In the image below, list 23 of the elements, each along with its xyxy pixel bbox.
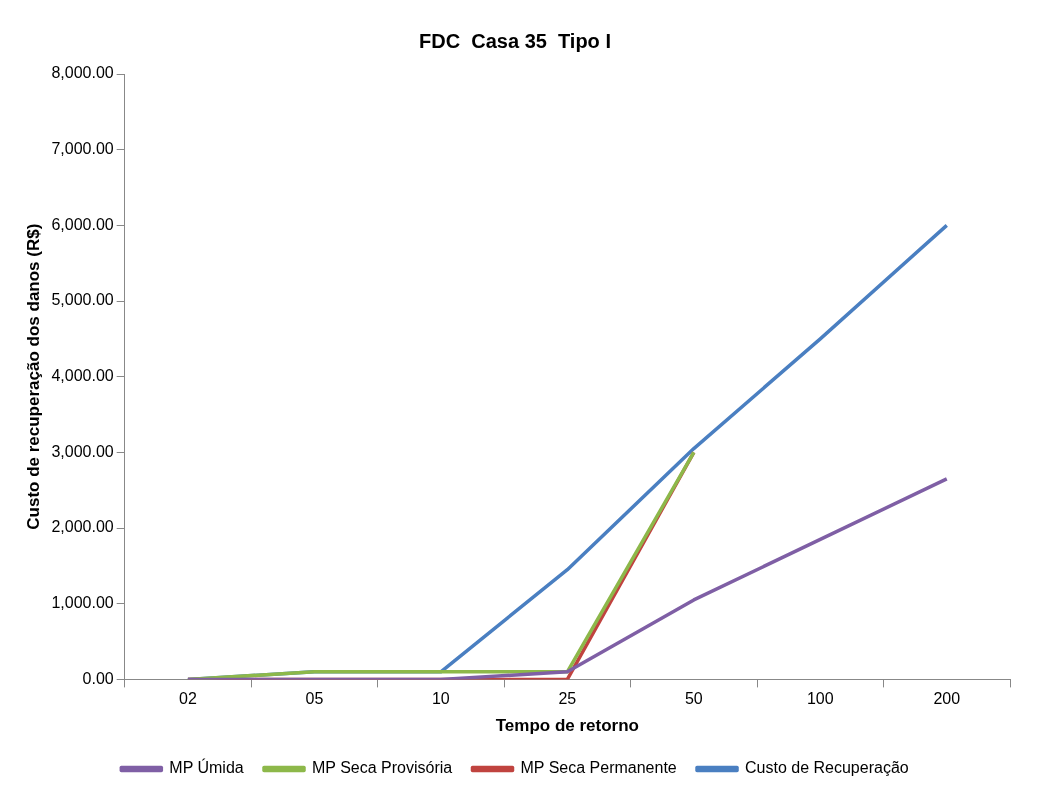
x-tick-label: 10 <box>431 690 450 708</box>
y-tick-label: 2,000.00 <box>51 518 114 536</box>
legend-label: MP Úmida <box>169 758 244 777</box>
legend-label: MP Seca Permanente <box>520 759 677 777</box>
x-tick-label: 02 <box>179 690 197 708</box>
x-tick-label: 25 <box>558 690 577 708</box>
x-tick-label: 05 <box>305 690 324 708</box>
x-tick-label: 100 <box>806 690 834 708</box>
x-tick-label: 200 <box>933 690 961 708</box>
y-tick-label: 8,000.00 <box>51 64 114 82</box>
y-tick-label: 5,000.00 <box>51 291 114 309</box>
y-tick-label: 0.00 <box>82 669 114 687</box>
x-axis-title: Tempo de retorno <box>495 716 639 736</box>
y-tick-label: 6,000.00 <box>51 215 114 233</box>
y-tick-label: 4,000.00 <box>51 367 114 385</box>
y-tick-label: 1,000.00 <box>51 594 114 612</box>
legend-label: MP Seca Provisória <box>312 759 453 777</box>
x-tick-label: 50 <box>684 690 703 708</box>
chart-title: FDC Casa 35 Tipo I <box>419 29 611 52</box>
y-tick-label: 7,000.00 <box>51 140 114 158</box>
legend-label: Custo de Recuperação <box>745 759 909 777</box>
y-tick-label: 3,000.00 <box>51 442 114 460</box>
y-axis-title: Custo de recuperação dos danos (R$) <box>23 223 43 530</box>
